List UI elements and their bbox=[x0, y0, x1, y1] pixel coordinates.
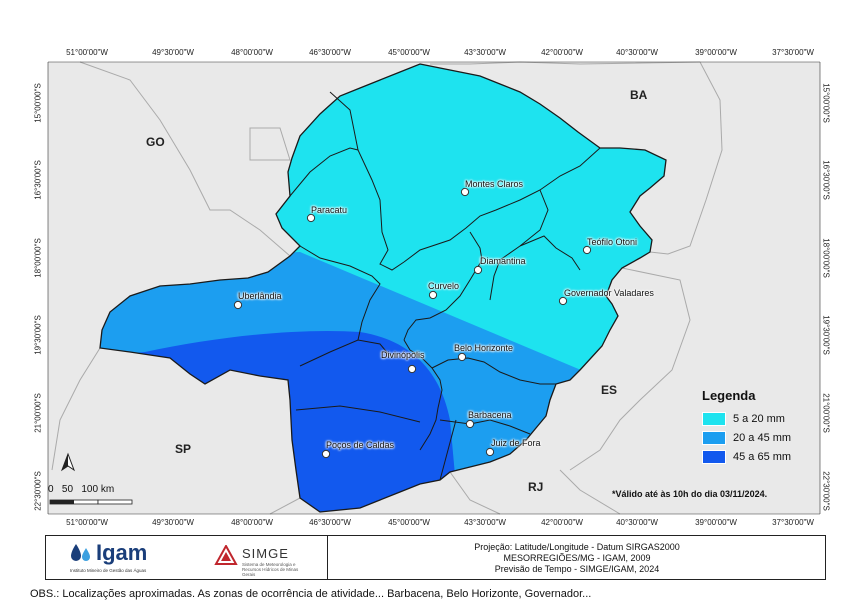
lon-tick-bottom: 37°30'00"W bbox=[772, 518, 814, 527]
simge-logo-icon bbox=[214, 543, 238, 572]
marker-divinopolis bbox=[407, 364, 417, 374]
lon-tick-top: 46°30'00"W bbox=[309, 48, 351, 57]
mesoregion-borders bbox=[99, 63, 667, 513]
city-label-curvelo: Curvelo bbox=[428, 281, 460, 291]
north-arrow-icon bbox=[60, 452, 76, 479]
lon-tick-bottom: 42°00'00"W bbox=[541, 518, 583, 527]
lon-tick-top: 42°00'00"W bbox=[541, 48, 583, 57]
state-label-es: ES bbox=[601, 383, 618, 397]
city-label-teofilo-otoni: Teófilo Otoni bbox=[587, 237, 638, 247]
lon-tick-bottom: 45°00'00"W bbox=[388, 518, 430, 527]
lon-tick-bottom: 39°00'00"W bbox=[695, 518, 737, 527]
legend: Legenda 5 a 20 mm 20 a 45 mm 45 a 65 mm bbox=[702, 388, 812, 466]
marker-governador-valadares bbox=[558, 296, 568, 306]
marker-paracatu bbox=[306, 213, 316, 223]
marker-pocos-de-caldas bbox=[321, 449, 331, 459]
observation-note: OBS.: Localizações aproximadas. As zonas… bbox=[30, 588, 592, 600]
lon-tick-bottom: 48°00'00"W bbox=[231, 518, 273, 527]
mesoregions-line: MESORREGIÕES/MG - IGAM, 2009 bbox=[503, 553, 651, 563]
city-label-montes-claros: Montes Claros bbox=[465, 179, 524, 189]
legend-swatch bbox=[702, 449, 726, 464]
validity-note: *Válido até às 10h do dia 03/11/2024. bbox=[612, 489, 768, 499]
footer-metadata: Projeção: Latitude/Longitude - Datum SIR… bbox=[327, 542, 827, 575]
marker-curvelo bbox=[428, 290, 438, 300]
legend-item: 45 a 65 mm bbox=[702, 447, 812, 466]
igam-brand-name: Igam bbox=[96, 540, 148, 565]
legend-title: Legenda bbox=[702, 388, 756, 403]
state-label-go: GO bbox=[146, 135, 165, 149]
lat-tick-right: 22°30'00"S bbox=[821, 471, 831, 511]
city-label-juiz-de-fora: Juiz de Fora bbox=[491, 438, 541, 448]
lon-tick-bottom: 51°00'00"W bbox=[66, 518, 108, 527]
state-label-sp: SP bbox=[175, 442, 192, 456]
legend-label: 45 a 65 mm bbox=[733, 450, 792, 463]
lon-tick-top: 51°00'00"W bbox=[66, 48, 108, 57]
city-label-divinopolis: Divinópolis bbox=[381, 350, 425, 360]
city-label-diamantina: Diamantina bbox=[480, 256, 526, 266]
simge-brand-subtitle: Sistema de Meteorologia e Recursos Hídri… bbox=[242, 562, 299, 577]
legend-swatch bbox=[702, 411, 726, 426]
lat-tick-left: 22°30'00"S bbox=[33, 471, 43, 511]
city-label-uberlandia: Uberlândia bbox=[238, 291, 282, 301]
marker-diamantina bbox=[473, 265, 483, 275]
lat-tick-left: 18°00'00"S bbox=[33, 238, 43, 278]
lat-tick-left: 15°00'00"S bbox=[33, 83, 43, 123]
scale-bar-labels: 0 50 100 km bbox=[48, 484, 115, 495]
scale-bar bbox=[49, 499, 133, 505]
lat-tick-right: 19°30'00"S bbox=[821, 315, 831, 355]
legend-item: 5 a 20 mm bbox=[702, 409, 812, 428]
lat-tick-right: 15°00'00"S bbox=[821, 83, 831, 123]
state-label-rj: RJ bbox=[528, 480, 544, 494]
marker-uberlandia bbox=[233, 300, 243, 310]
state-borders bbox=[51, 61, 723, 515]
map-svg bbox=[47, 61, 821, 515]
lon-tick-top: 40°30'00"W bbox=[616, 48, 658, 57]
marker-belo-horizonte bbox=[457, 352, 467, 362]
simge-brand-name: SIMGE bbox=[242, 546, 289, 561]
legend-item: 20 a 45 mm bbox=[702, 428, 812, 447]
marker-barbacena bbox=[465, 419, 475, 429]
city-label-pocos-de-caldas: Poços de Caldas bbox=[326, 440, 395, 450]
lat-tick-left: 19°30'00"S bbox=[33, 315, 43, 355]
map-frame: 51°00'00"W 49°30'00"W 48°00'00"W 46°30'0… bbox=[33, 48, 831, 527]
lat-tick-left: 16°30'00"S bbox=[33, 160, 43, 200]
lon-tick-bottom: 43°30'00"W bbox=[464, 518, 506, 527]
projection-line: Projeção: Latitude/Longitude - Datum SIR… bbox=[474, 542, 680, 552]
lon-tick-top: 39°00'00"W bbox=[695, 48, 737, 57]
city-markers bbox=[233, 187, 592, 459]
city-label-belo-horizonte: Belo Horizonte bbox=[454, 343, 514, 353]
igam-logo-icon bbox=[68, 542, 94, 569]
legend-swatch bbox=[702, 430, 726, 445]
lon-tick-top: 45°00'00"W bbox=[388, 48, 430, 57]
lat-tick-right: 21°00'00"S bbox=[821, 393, 831, 433]
lat-tick-right: 18°00'00"S bbox=[821, 238, 831, 278]
city-label-governador-valadares: Governador Valadares bbox=[564, 288, 654, 298]
footer-panel: Igam Instituto Mineiro de Gestão das Águ… bbox=[45, 535, 826, 580]
lon-tick-bottom: 49°30'00"W bbox=[152, 518, 194, 527]
state-label-ba: BA bbox=[630, 88, 648, 102]
marker-montes-claros bbox=[460, 187, 470, 197]
legend-label: 20 a 45 mm bbox=[733, 431, 792, 444]
marker-juiz-de-fora bbox=[485, 447, 495, 457]
legend-label: 5 a 20 mm bbox=[733, 412, 785, 425]
lon-tick-top: 43°30'00"W bbox=[464, 48, 506, 57]
lon-tick-bottom: 46°30'00"W bbox=[309, 518, 351, 527]
city-label-barbacena: Barbacena bbox=[468, 410, 512, 420]
lon-tick-top: 48°00'00"W bbox=[231, 48, 273, 57]
lon-tick-top: 37°30'00"W bbox=[772, 48, 814, 57]
footer-divider bbox=[327, 536, 328, 579]
marker-teofilo-otoni bbox=[582, 245, 592, 255]
forecast-source-line: Previsão de Tempo - SIMGE/IGAM, 2024 bbox=[494, 564, 660, 574]
lon-tick-bottom: 40°30'00"W bbox=[616, 518, 658, 527]
lat-tick-right: 16°30'00"S bbox=[821, 160, 831, 200]
graticule-ticks bbox=[47, 61, 821, 515]
igam-brand-subtitle: Instituto Mineiro de Gestão das Águas bbox=[70, 568, 147, 573]
lon-tick-top: 49°30'00"W bbox=[152, 48, 194, 57]
lat-tick-left: 21°00'00"S bbox=[33, 393, 43, 433]
city-label-paracatu: Paracatu bbox=[311, 205, 348, 215]
